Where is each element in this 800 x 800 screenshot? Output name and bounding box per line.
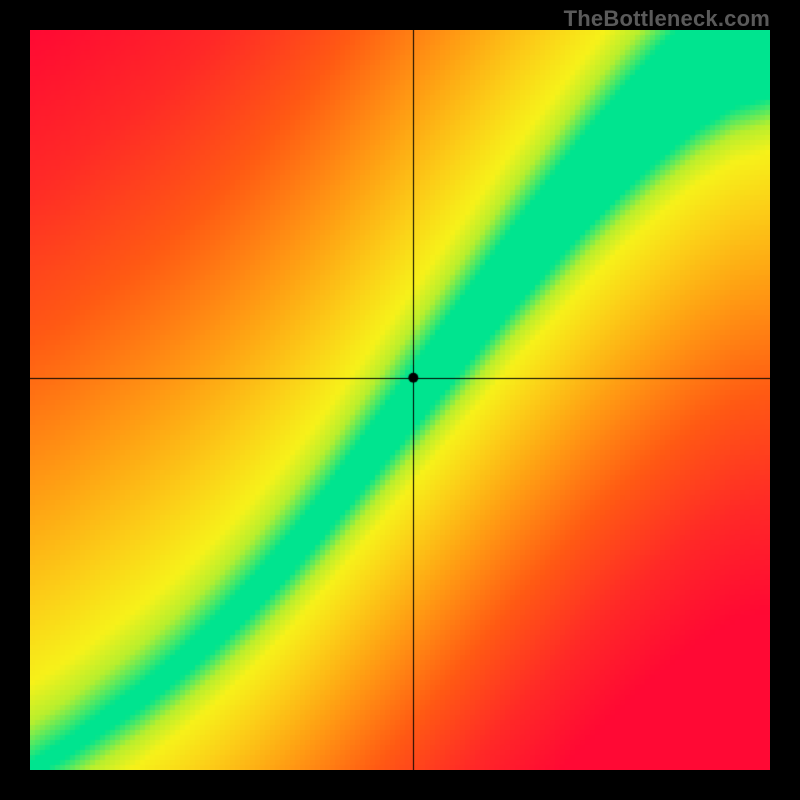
watermark-text: TheBottleneck.com [564,6,770,32]
chart-frame: TheBottleneck.com [0,0,800,800]
bottleneck-heatmap [30,30,770,770]
